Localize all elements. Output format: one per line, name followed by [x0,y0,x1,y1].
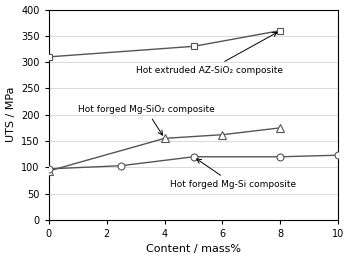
X-axis label: Content / mass%: Content / mass% [146,244,241,255]
Text: Hot forged Mg-Si composite: Hot forged Mg-Si composite [170,159,296,188]
Text: Hot extruded AZ-SiO₂ composite: Hot extruded AZ-SiO₂ composite [136,32,283,75]
Text: Hot forged Mg-SiO₂ composite: Hot forged Mg-SiO₂ composite [78,105,215,135]
Y-axis label: UTS / MPa: UTS / MPa [6,87,15,142]
